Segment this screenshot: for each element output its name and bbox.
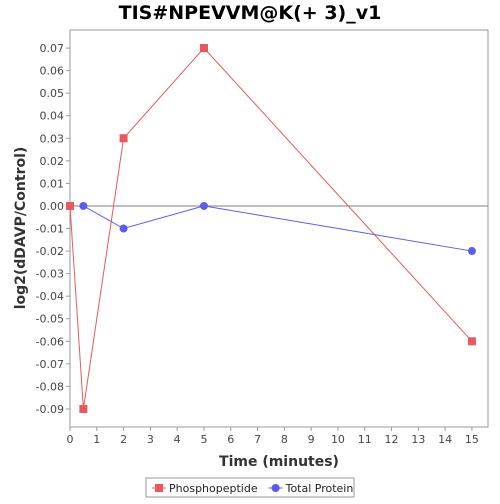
x-tick-label: 13 — [411, 433, 425, 446]
x-tick-label: 15 — [465, 433, 479, 446]
series-layer — [66, 44, 476, 413]
x-tick-label: 11 — [358, 433, 372, 446]
y-tick-label: 0.05 — [40, 87, 65, 100]
y-tick-label: 0.07 — [40, 42, 65, 55]
data-point — [79, 404, 88, 413]
legend: Phosphopeptide Total Protein — [152, 482, 353, 495]
y-tick-label: 0.02 — [40, 155, 65, 168]
series-line-2 — [83, 205, 473, 252]
data-point — [119, 224, 128, 233]
y-tick-label: 0.03 — [40, 132, 65, 145]
y-tick-label: -0.03 — [36, 268, 64, 281]
legend-marker — [271, 484, 280, 492]
data-point — [199, 201, 208, 210]
y-tick-label: 0.01 — [40, 177, 65, 190]
legend-box — [145, 477, 355, 498]
x-tick-label: 9 — [308, 433, 315, 446]
legend-marker — [155, 484, 163, 492]
y-tick-label: -0.02 — [36, 245, 64, 258]
y-tick-label: 0.06 — [40, 65, 65, 78]
y-tick-label: 0.04 — [40, 110, 65, 123]
x-tick-label: 7 — [254, 433, 261, 446]
y-tick-label: -0.08 — [36, 380, 64, 393]
x-tick-label: 14 — [438, 433, 452, 446]
x-tick-label: 12 — [385, 433, 399, 446]
x-tick-label: 4 — [174, 433, 181, 446]
y-tick-label: -0.09 — [36, 403, 64, 416]
y-tick-label: -0.07 — [36, 358, 64, 371]
y-tick-label: -0.05 — [36, 313, 64, 326]
data-point — [467, 337, 476, 346]
legend-label: Phosphopeptide — [169, 482, 258, 495]
data-point — [79, 201, 88, 210]
data-point — [66, 201, 74, 210]
data-point — [119, 134, 128, 143]
y-tick-label: -0.01 — [36, 223, 64, 236]
x-tick-label: 3 — [147, 433, 154, 446]
chart-title: TIS#NPEVVM@K(+ 3)_v1 — [118, 2, 382, 24]
y-axis-label: log2(dDAVP/Control) — [13, 147, 29, 310]
x-tick-label: 5 — [200, 433, 207, 446]
data-point — [199, 44, 208, 53]
x-tick-label: 0 — [67, 433, 74, 446]
x-tick-label: 2 — [120, 433, 127, 446]
data-point — [467, 247, 476, 256]
x-tick-label: 1 — [93, 433, 100, 446]
x-axis-label: Time (minutes) — [219, 454, 339, 470]
x-axis-ticks: 0 1 2 3 4 5 6 7 8 9 10 11 12 13 14 15 — [67, 427, 479, 446]
y-tick-label: 0.00 — [40, 200, 65, 213]
y-axis-ticks: 0.07 0.06 0.05 0.04 0.03 0.02 0.01 0.00 -0.01 -0.… — [36, 42, 70, 416]
x-tick-label: 10 — [331, 433, 345, 446]
x-tick-label: 6 — [227, 433, 234, 446]
x-tick-label: 8 — [281, 433, 288, 446]
legend-label: Total Protein — [285, 482, 354, 495]
y-tick-label: -0.04 — [36, 290, 64, 303]
y-tick-label: -0.06 — [36, 335, 64, 348]
plot-area — [69, 29, 489, 428]
